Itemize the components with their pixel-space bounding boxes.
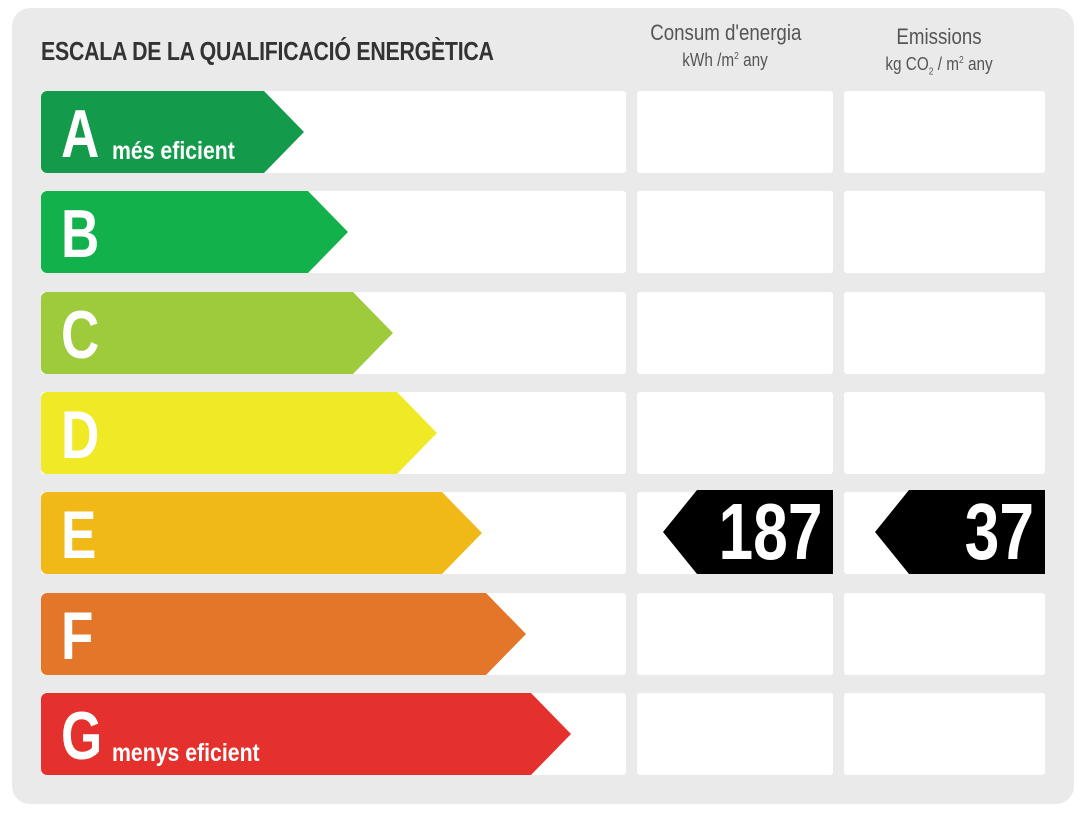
rating-arrow: E (41, 492, 482, 574)
rating-letter: C (61, 297, 100, 373)
consum-title: Consum d'energia (650, 20, 802, 45)
rating-caption: més eficient (112, 137, 235, 165)
rating-arrow: B (41, 191, 348, 273)
consum-cell (637, 593, 833, 675)
rating-letter: A (61, 96, 100, 172)
consum-cell (637, 292, 833, 374)
emissions-header: Emissions kg CO2 / m2 any (844, 24, 1034, 78)
rating-letter: E (61, 497, 97, 573)
rating-arrow: C (41, 292, 393, 374)
consum-unit: kWh /m2 any (682, 50, 768, 70)
rating-arrow: A més eficient (41, 91, 304, 173)
rating-arrow: F (41, 593, 526, 675)
consum-header: Consum d'energia kWh /m2 any (637, 20, 813, 71)
rating-letter: G (61, 698, 103, 774)
rating-letter: F (61, 598, 94, 674)
rating-letter: B (61, 196, 100, 272)
consum-cell (637, 191, 833, 273)
consum-cell (637, 392, 833, 474)
emissions-unit: kg CO2 / m2 any (885, 54, 993, 78)
rating-arrow: G menys eficient (41, 693, 571, 775)
emissions-cell (844, 392, 1045, 474)
label-title: ESCALA DE LA QUALIFICACIÓ ENERGÈTICA (41, 36, 494, 66)
consum-cell (637, 91, 833, 173)
emissions-title: Emissions (896, 24, 982, 49)
rating-caption: menys eficient (112, 739, 260, 767)
consum-cell (637, 693, 833, 775)
emissions-cell (844, 191, 1045, 273)
consum-value-marker: 187 (663, 490, 833, 574)
rating-arrow: D (41, 392, 437, 474)
emissions-cell (844, 91, 1045, 173)
emissions-cell (844, 693, 1045, 775)
emissions-cell (844, 593, 1045, 675)
emissions-cell (844, 292, 1045, 374)
emissions-value-marker: 37 (875, 490, 1045, 574)
rating-letter: D (61, 397, 100, 473)
